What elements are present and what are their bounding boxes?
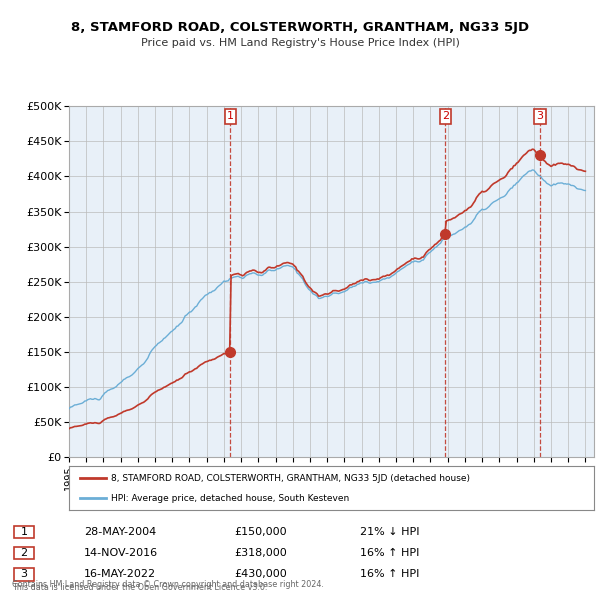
Text: 16% ↑ HPI: 16% ↑ HPI: [360, 569, 419, 579]
Text: 8, STAMFORD ROAD, COLSTERWORTH, GRANTHAM, NG33 5JD: 8, STAMFORD ROAD, COLSTERWORTH, GRANTHAM…: [71, 21, 529, 34]
FancyBboxPatch shape: [14, 526, 34, 538]
Text: 8, STAMFORD ROAD, COLSTERWORTH, GRANTHAM, NG33 5JD (detached house): 8, STAMFORD ROAD, COLSTERWORTH, GRANTHAM…: [111, 474, 470, 483]
Text: 14-NOV-2016: 14-NOV-2016: [84, 548, 158, 558]
Text: 2: 2: [442, 112, 449, 122]
Text: 28-MAY-2004: 28-MAY-2004: [84, 527, 156, 537]
Text: £150,000: £150,000: [234, 527, 287, 537]
FancyBboxPatch shape: [14, 568, 34, 581]
Text: £318,000: £318,000: [234, 548, 287, 558]
Text: 21% ↓ HPI: 21% ↓ HPI: [360, 527, 419, 537]
Text: £430,000: £430,000: [234, 569, 287, 579]
Text: 3: 3: [20, 569, 28, 579]
Text: This data is licensed under the Open Government Licence v3.0.: This data is licensed under the Open Gov…: [12, 584, 268, 590]
Text: 1: 1: [20, 527, 28, 537]
Text: 16% ↑ HPI: 16% ↑ HPI: [360, 548, 419, 558]
Text: 1: 1: [227, 112, 234, 122]
Text: 16-MAY-2022: 16-MAY-2022: [84, 569, 156, 579]
Text: Price paid vs. HM Land Registry's House Price Index (HPI): Price paid vs. HM Land Registry's House …: [140, 38, 460, 48]
FancyBboxPatch shape: [14, 547, 34, 559]
Text: HPI: Average price, detached house, South Kesteven: HPI: Average price, detached house, Sout…: [111, 494, 349, 503]
Text: 3: 3: [536, 112, 544, 122]
Text: 2: 2: [20, 548, 28, 558]
Text: Contains HM Land Registry data © Crown copyright and database right 2024.: Contains HM Land Registry data © Crown c…: [12, 579, 324, 589]
